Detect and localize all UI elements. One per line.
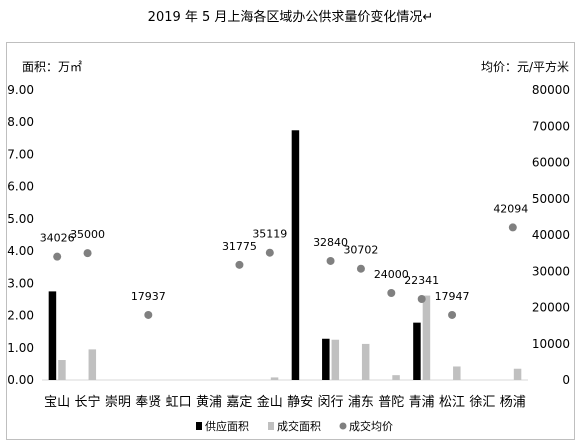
x-tick-label: 青浦	[409, 395, 435, 410]
price-point	[265, 248, 274, 257]
legend-label: 成交均价	[349, 419, 393, 433]
y-axis-right-label: 均价：元/平方米	[480, 60, 569, 74]
bar-deal	[392, 375, 400, 380]
y-tick-label-right: 10000	[532, 337, 570, 351]
x-tick-label: 崇明	[105, 395, 131, 410]
y-tick-label-left: 0.00	[7, 373, 34, 387]
price-data-label: 30702	[343, 244, 378, 257]
price-data-label: 42094	[493, 202, 528, 215]
x-tick-label: 嘉定	[226, 395, 252, 410]
legend-swatch	[196, 422, 202, 430]
price-data-label: 35119	[252, 228, 287, 241]
y-tick-label-right: 40000	[532, 228, 570, 242]
y-tick-label-right: 0	[562, 373, 570, 387]
y-tick-label-left: 7.00	[7, 147, 34, 161]
bar-supply	[48, 291, 57, 380]
price-data-label: 17947	[435, 290, 470, 303]
y-tick-label-left: 5.00	[7, 212, 34, 226]
price-point	[508, 223, 517, 232]
price-point	[356, 264, 365, 273]
y-tick-label-left: 2.00	[7, 309, 34, 323]
bar-deal	[361, 343, 370, 380]
x-tick-label: 普陀	[378, 394, 404, 410]
y-tick-label-right: 50000	[532, 192, 570, 206]
price-data-label: 24000	[374, 268, 409, 281]
price-data-label: 17937	[131, 290, 166, 303]
bar-deal	[453, 366, 461, 380]
x-tick-label: 宝山	[44, 395, 70, 410]
bar-supply	[413, 322, 421, 380]
y-tick-label-left: 6.00	[7, 180, 34, 194]
price-point	[144, 310, 153, 319]
y-tick-label-right: 80000	[532, 83, 570, 97]
bar-deal	[270, 377, 279, 380]
y-axis-left-label: 面积：万㎡	[22, 60, 83, 74]
price-point	[417, 295, 426, 304]
x-tick-label: 奉贤	[135, 395, 161, 410]
x-tick-label: 金山	[257, 394, 283, 410]
x-tick-label: 静安	[287, 395, 313, 410]
legend-swatch	[339, 422, 347, 430]
price-point	[53, 252, 62, 261]
legend-label: 成交面积	[277, 419, 321, 433]
y-tick-label-right: 30000	[532, 264, 570, 278]
price-point	[326, 256, 335, 265]
bar-deal	[58, 360, 66, 380]
legend-label: 供应面积	[205, 419, 249, 433]
chart-frame	[6, 42, 575, 440]
price-data-label: 22341	[404, 274, 439, 287]
y-tick-label-left: 4.00	[7, 244, 34, 258]
bar-supply	[291, 130, 300, 380]
y-tick-label-left: 9.00	[7, 83, 34, 97]
price-data-label: 31775	[222, 240, 257, 253]
price-point	[448, 310, 457, 319]
y-tick-label-right: 60000	[532, 156, 570, 170]
x-tick-label: 长宁	[75, 394, 101, 410]
bar-deal	[513, 368, 522, 380]
bar-deal	[331, 339, 340, 380]
price-point	[387, 289, 396, 297]
y-tick-label-left: 1.00	[7, 341, 34, 355]
x-tick-label: 闵行	[318, 395, 344, 410]
bar-deal	[422, 295, 431, 380]
bar-deal	[88, 349, 97, 380]
x-tick-label: 黄浦	[196, 395, 222, 410]
price-data-label: 32840	[313, 236, 348, 249]
price-point	[83, 249, 92, 258]
price-data-label: 35000	[70, 228, 105, 241]
x-tick-label: 徐汇	[469, 395, 495, 410]
price-data-label: 34026	[40, 232, 75, 245]
y-tick-label-left: 3.00	[7, 276, 34, 290]
chart-title: 2019 年 5 月上海各区域办公供求量价变化情况↵	[147, 10, 434, 25]
y-tick-label-right: 70000	[532, 119, 570, 133]
x-tick-label: 松江	[439, 395, 465, 410]
legend-swatch	[268, 422, 274, 430]
y-tick-label-right: 20000	[532, 301, 570, 315]
bar-supply	[322, 338, 330, 380]
x-tick-label: 杨浦	[500, 395, 526, 410]
x-tick-label: 浦东	[348, 395, 374, 410]
price-point	[235, 260, 244, 269]
x-tick-label: 虹口	[166, 395, 192, 410]
y-tick-label-left: 8.00	[7, 115, 34, 129]
